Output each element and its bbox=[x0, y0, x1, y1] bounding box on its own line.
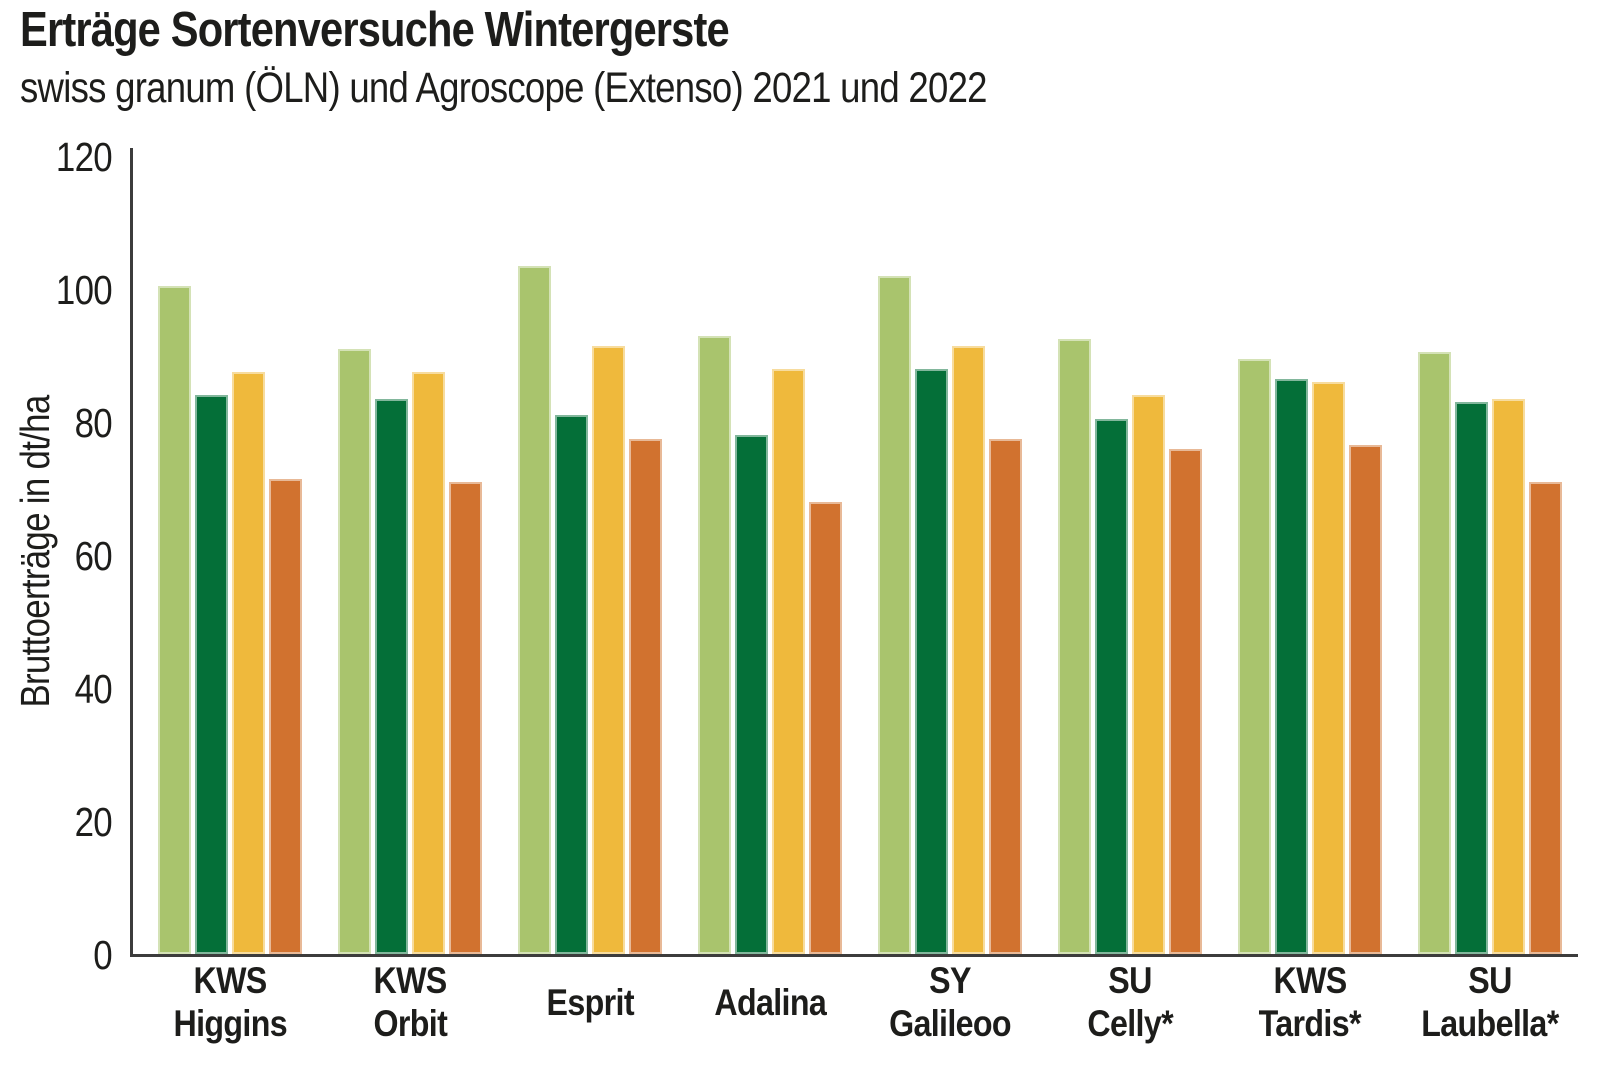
bar-group-adalina bbox=[698, 336, 842, 954]
y-tick-value: 40 bbox=[74, 666, 113, 712]
category-label: Adalina bbox=[668, 962, 872, 1044]
category-label: KWS Tardis* bbox=[1208, 960, 1412, 1044]
chart-subtitle-text: swiss granum (ÖLN) und Agroscope (Extens… bbox=[20, 64, 988, 112]
bar-orange bbox=[449, 482, 482, 954]
bar-yellow bbox=[232, 372, 265, 954]
bar-dark-green bbox=[555, 415, 588, 954]
bar-yellow bbox=[1312, 382, 1345, 954]
bar-yellow bbox=[772, 369, 805, 954]
chart-subtitle: swiss granum (ÖLN) und Agroscope (Extens… bbox=[20, 64, 1157, 113]
bar-light-green bbox=[158, 286, 191, 954]
bar-dark-green bbox=[1095, 419, 1128, 954]
bar-dark-green bbox=[375, 399, 408, 954]
y-tick-value: 0 bbox=[93, 932, 112, 978]
bar-group-sy-galileoo bbox=[878, 276, 1022, 954]
bar-light-green bbox=[1418, 352, 1451, 954]
category-label: SU Laubella* bbox=[1388, 960, 1592, 1044]
category-label-line: Higgins bbox=[173, 1003, 287, 1044]
plot-area bbox=[133, 149, 1578, 954]
y-tick-label: 20 bbox=[0, 798, 113, 846]
bar-light-green bbox=[518, 266, 551, 954]
bar-orange bbox=[809, 502, 842, 954]
y-tick-value: 60 bbox=[74, 533, 113, 579]
bar-yellow bbox=[592, 346, 625, 954]
category-label: SU Celly* bbox=[1028, 960, 1232, 1044]
bar-light-green bbox=[878, 276, 911, 954]
category-label-line: KWS bbox=[193, 960, 267, 1002]
bar-yellow bbox=[952, 346, 985, 954]
bar-group-su-celly bbox=[1058, 339, 1202, 954]
x-axis-category-labels: KWS Higgins KWS Orbit Esprit Adalina SY Galileo… bbox=[133, 960, 1578, 1044]
y-tick-value: 100 bbox=[55, 267, 113, 313]
bar-orange bbox=[1349, 445, 1382, 954]
category-label-line: SU bbox=[1108, 960, 1152, 1002]
bar-orange bbox=[269, 479, 302, 954]
bar-yellow bbox=[1132, 395, 1165, 954]
category-label-line: Adalina bbox=[714, 981, 826, 1023]
category-label-line: Celly* bbox=[1087, 1003, 1173, 1044]
y-tick-value: 120 bbox=[55, 134, 113, 180]
bar-dark-green bbox=[1275, 379, 1308, 954]
bar-orange bbox=[629, 439, 662, 954]
y-tick-label: 80 bbox=[0, 399, 113, 447]
y-tick-value: 80 bbox=[74, 400, 113, 446]
y-axis-line bbox=[130, 148, 133, 957]
bar-light-green bbox=[1238, 359, 1271, 954]
category-label: KWS Orbit bbox=[308, 960, 512, 1044]
bar-group-kws-orbit bbox=[338, 349, 482, 954]
y-tick-label: 100 bbox=[0, 266, 113, 314]
category-label: Esprit bbox=[488, 962, 692, 1044]
bar-dark-green bbox=[1455, 402, 1488, 954]
category-label-line: Galileoo bbox=[889, 1003, 1011, 1044]
y-tick-label: 60 bbox=[0, 532, 113, 580]
bar-dark-green bbox=[735, 435, 768, 954]
y-tick-label: 0 bbox=[0, 931, 112, 979]
bar-group-su-laubella bbox=[1418, 352, 1562, 954]
bar-group-kws-higgins bbox=[158, 286, 302, 954]
bar-dark-green bbox=[915, 369, 948, 954]
category-label-line: Laubella* bbox=[1421, 1003, 1559, 1044]
y-tick-value: 20 bbox=[74, 799, 113, 845]
bar-light-green bbox=[338, 349, 371, 954]
category-label: SY Galileoo bbox=[848, 960, 1052, 1044]
y-tick-label: 40 bbox=[0, 665, 113, 713]
category-label-line: Orbit bbox=[373, 1003, 447, 1044]
bar-light-green bbox=[1058, 339, 1091, 954]
category-label-line: KWS bbox=[1273, 960, 1347, 1002]
category-label-line: Esprit bbox=[546, 981, 634, 1023]
bar-light-green bbox=[698, 336, 731, 954]
bar-yellow bbox=[1492, 399, 1525, 954]
chart-title: Erträge Sortenversuche Wintergerste bbox=[20, 2, 854, 58]
category-label-line: Tardis* bbox=[1258, 1003, 1362, 1044]
category-label-line: SU bbox=[1468, 960, 1512, 1002]
bar-group-esprit bbox=[518, 266, 662, 954]
category-label-line: KWS bbox=[373, 960, 447, 1002]
bar-orange bbox=[989, 439, 1022, 954]
bar-orange bbox=[1529, 482, 1562, 954]
x-axis-line bbox=[130, 954, 1578, 957]
bar-group-kws-tardis bbox=[1238, 359, 1382, 954]
category-label-line: SY bbox=[929, 960, 971, 1002]
bar-dark-green bbox=[195, 395, 228, 954]
bar-orange bbox=[1169, 449, 1202, 954]
y-tick-label: 120 bbox=[0, 133, 113, 181]
chart-title-text: Erträge Sortenversuche Wintergerste bbox=[20, 3, 730, 57]
category-label: KWS Higgins bbox=[128, 960, 332, 1044]
bar-yellow bbox=[412, 372, 445, 954]
